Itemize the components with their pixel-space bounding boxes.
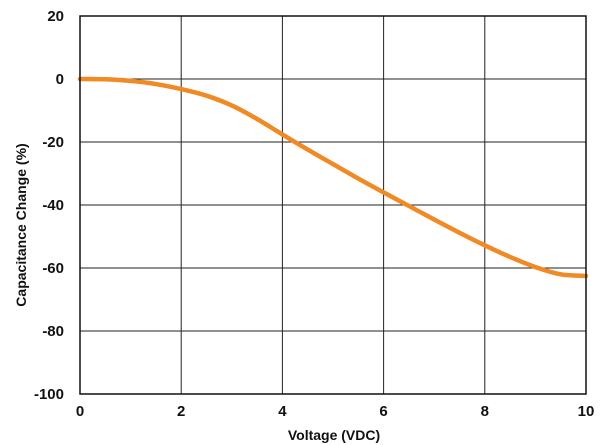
y-tick-label: -100 xyxy=(34,386,64,403)
y-axis-label: Capacitance Change (%) xyxy=(13,143,29,306)
y-tick-label: -20 xyxy=(42,134,64,151)
y-tick-labels: 20 0 -20 -40 -60 -80 -100 xyxy=(34,8,64,403)
series-line-0 xyxy=(77,76,589,279)
series-layer xyxy=(77,76,589,279)
x-tick-label: 8 xyxy=(481,403,489,420)
y-tick-label: -80 xyxy=(42,323,64,340)
plot-frame xyxy=(79,15,587,395)
y-tick-label: -40 xyxy=(42,197,64,214)
x-axis-label: Voltage (VDC) xyxy=(288,427,380,443)
y-tick-label: 20 xyxy=(47,8,64,25)
x-tick-labels: 0 2 4 6 8 10 xyxy=(76,403,595,420)
x-tick-label: 0 xyxy=(76,403,84,420)
x-tick-label: 4 xyxy=(278,403,287,420)
y-tick-label: -60 xyxy=(42,260,64,277)
y-tick-label: 0 xyxy=(56,71,64,88)
x-tick-label: 2 xyxy=(177,403,185,420)
x-tick-label: 10 xyxy=(578,403,595,420)
x-tick-label: 6 xyxy=(379,403,387,420)
grid xyxy=(80,16,586,394)
